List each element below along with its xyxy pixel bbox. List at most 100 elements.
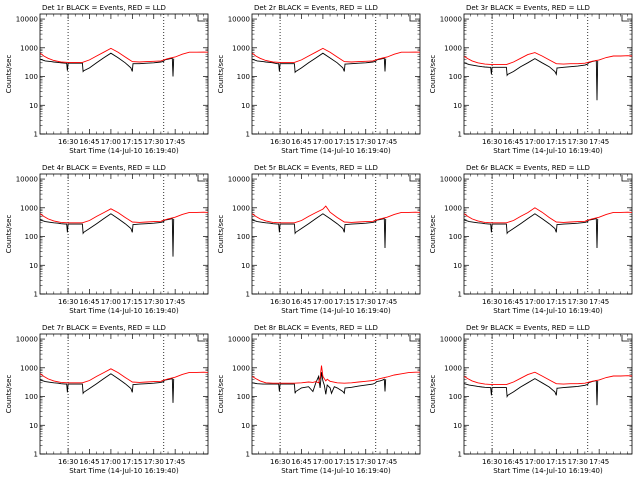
y-tick-label: 10000: [16, 176, 38, 184]
x-tick-label: 16:45: [291, 458, 311, 466]
y-tick-label: 1000: [20, 364, 38, 372]
events-series-line: [252, 213, 387, 249]
x-tick-label: 17:15: [334, 458, 354, 466]
chart-panel-4: 1 10 100 1000 10000 16:30 16:45 17:00 17:15 17:30…: [5, 164, 209, 315]
plot-frame: [463, 173, 633, 295]
x-tick-label: 16:30: [58, 138, 78, 146]
chart-panel-7: 1 10 100 1000 10000 16:30 16:45 17:00 17:15 17:30…: [5, 324, 209, 475]
x-axis-label: Start Time (14-Jul-10 16:19:40): [493, 147, 603, 155]
plot-frame: [463, 13, 633, 135]
y-axis-label: Counts/sec: [5, 375, 13, 414]
y-tick-label: 10: [241, 422, 250, 430]
x-tick-label: 16:30: [482, 298, 502, 306]
x-tick-label: 17:00: [101, 138, 121, 146]
y-tick-label: 10: [453, 102, 462, 110]
y-tick-label: 100: [237, 233, 250, 241]
events-series-line: [252, 372, 387, 395]
y-tick-label: 10000: [440, 176, 462, 184]
plot-frame: [39, 13, 209, 135]
events-series-line: [464, 58, 599, 101]
x-tick-label: 16:45: [291, 138, 311, 146]
x-tick-label: 17:30: [568, 458, 588, 466]
y-tick-label: 10: [29, 422, 38, 430]
x-tick-label: 16:30: [58, 458, 78, 466]
x-tick-label: 17:30: [356, 298, 376, 306]
y-tick-label: 10000: [16, 336, 38, 344]
y-tick-label: 10: [241, 102, 250, 110]
x-tick-label: 17:45: [589, 138, 609, 146]
y-axis-label: Counts/sec: [217, 215, 225, 254]
y-tick-label: 100: [25, 73, 38, 81]
plot-frame: [39, 173, 209, 295]
y-tick-label: 1: [34, 451, 38, 459]
plot-frame: [251, 333, 421, 455]
lld-series-line: [251, 205, 421, 224]
legend-marker: [409, 175, 417, 182]
x-tick-label: 16:45: [503, 298, 523, 306]
x-axis-label: Start Time (14-Jul-10 16:19:40): [69, 307, 179, 315]
plot-frame: [463, 333, 633, 455]
y-axis-label: Counts/sec: [217, 375, 225, 414]
lld-series-line: [251, 365, 420, 384]
legend-marker: [621, 335, 629, 342]
panel-title: Det 3r BLACK = Events, RED = LLD: [466, 4, 590, 12]
x-tick-label: 17:30: [144, 458, 164, 466]
x-tick-label: 17:00: [101, 298, 121, 306]
y-axis-label: Counts/sec: [5, 55, 13, 94]
y-tick-label: 10: [453, 422, 462, 430]
chart-panel-1: 1 10 100 1000 10000 16:30 16:45 17:00 17:15 17:30…: [5, 4, 209, 155]
events-series-line: [464, 213, 599, 249]
y-tick-label: 1: [246, 291, 250, 299]
y-tick-label: 1000: [444, 364, 462, 372]
legend-marker: [621, 175, 629, 182]
y-tick-label: 1000: [232, 44, 250, 52]
y-tick-label: 100: [449, 393, 462, 401]
y-tick-label: 1000: [20, 204, 38, 212]
events-series-line: [40, 52, 175, 77]
y-tick-label: 100: [449, 233, 462, 241]
legend-marker: [621, 15, 629, 22]
lld-series-line: [463, 371, 633, 386]
y-tick-label: 1000: [232, 364, 250, 372]
y-tick-label: 1: [246, 131, 250, 139]
panel-title: Det 2r BLACK = Events, RED = LLD: [254, 4, 378, 12]
legend-marker: [409, 335, 417, 342]
x-tick-label: 16:30: [270, 458, 290, 466]
x-tick-label: 17:00: [313, 138, 333, 146]
x-tick-label: 17:00: [525, 458, 545, 466]
x-tick-label: 16:45: [79, 458, 99, 466]
x-axis-label: Start Time (14-Jul-10 16:19:40): [281, 307, 391, 315]
panel-title: Det 4r BLACK = Events, RED = LLD: [42, 164, 166, 172]
x-tick-label: 17:15: [546, 298, 566, 306]
x-tick-label: 17:30: [356, 458, 376, 466]
x-tick-label: 16:30: [482, 138, 502, 146]
y-tick-label: 100: [237, 73, 250, 81]
x-tick-label: 16:45: [503, 138, 523, 146]
y-axis-label: Counts/sec: [217, 55, 225, 94]
x-tick-label: 17:45: [589, 458, 609, 466]
plot-frame: [251, 13, 421, 135]
y-tick-label: 10000: [16, 16, 38, 24]
y-tick-label: 100: [237, 393, 250, 401]
lld-series-line: [251, 47, 421, 63]
x-tick-label: 17:30: [568, 138, 588, 146]
y-axis-label: Counts/sec: [429, 55, 437, 94]
chart-panel-5: 1 10 100 1000 10000 16:30 16:45 17:00 17:15 17:30…: [217, 164, 421, 315]
y-tick-label: 100: [449, 73, 462, 81]
lld-series-line: [39, 47, 209, 63]
x-tick-label: 17:45: [589, 298, 609, 306]
chart-panel-6: 1 10 100 1000 10000 16:30 16:45 17:00 17:15 17:30…: [429, 164, 633, 315]
x-tick-label: 17:30: [568, 298, 588, 306]
y-tick-label: 10000: [228, 176, 250, 184]
y-tick-label: 1000: [232, 204, 250, 212]
panel-title: Det 5r BLACK = Events, RED = LLD: [254, 164, 378, 172]
x-tick-label: 17:45: [165, 138, 185, 146]
y-axis-label: Counts/sec: [5, 215, 13, 254]
x-tick-label: 17:00: [101, 458, 121, 466]
legend-marker: [197, 335, 205, 342]
x-tick-label: 16:45: [291, 298, 311, 306]
y-tick-label: 10000: [228, 336, 250, 344]
lld-series-line: [463, 52, 633, 66]
x-tick-label: 17:00: [313, 298, 333, 306]
y-tick-label: 10: [241, 262, 250, 270]
